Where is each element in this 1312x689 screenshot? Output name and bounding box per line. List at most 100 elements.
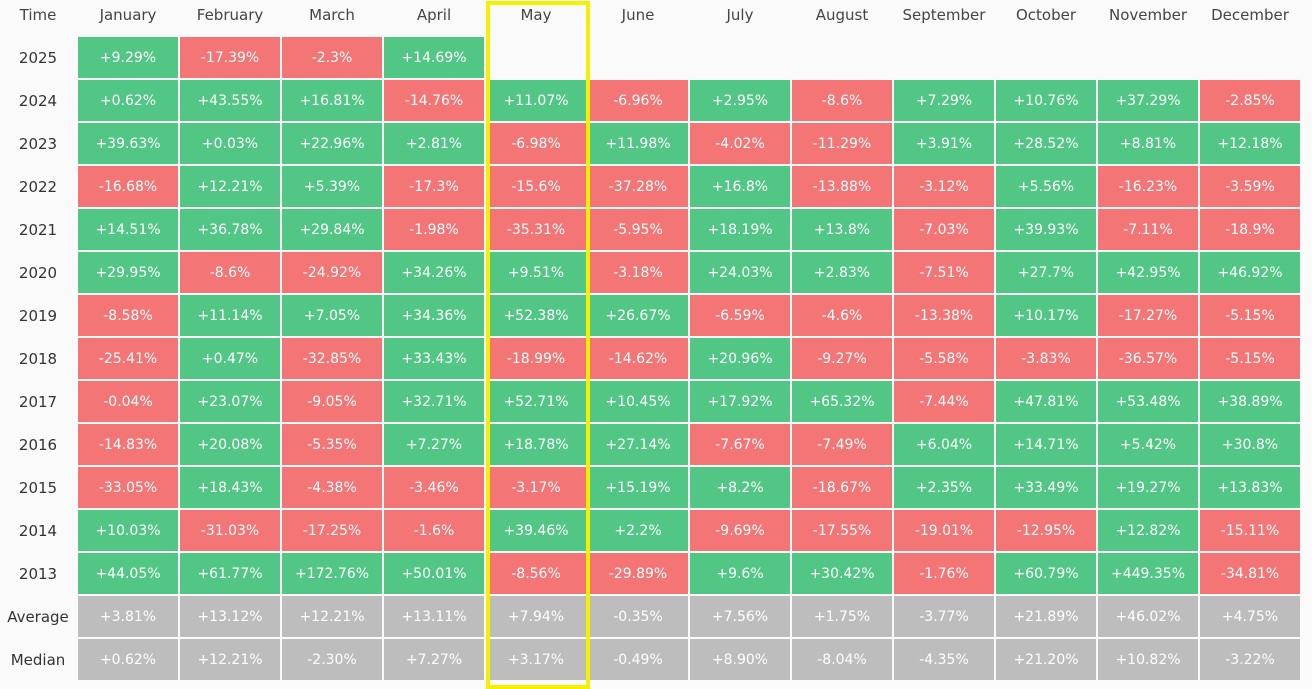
return-cell: +10.03% [78, 510, 178, 551]
return-cell: +5.39% [282, 166, 382, 207]
return-cell: +6.04% [894, 424, 994, 465]
column-header: Time [19, 6, 57, 24]
return-cell: -2.85% [1200, 80, 1300, 121]
return-cell: -3.59% [1200, 166, 1300, 207]
row-label: 2013 [18, 564, 58, 583]
return-cell: +2.35% [894, 467, 994, 508]
return-cell: +5.42% [1098, 424, 1198, 465]
row-label: Average [7, 607, 69, 626]
return-cell: +10.17% [996, 295, 1096, 336]
return-cell: +27.14% [588, 424, 688, 465]
return-cell: -3.18% [588, 252, 688, 293]
return-cell: +50.01% [384, 553, 484, 594]
return-cell: +14.71% [996, 424, 1096, 465]
return-cell: +39.93% [996, 209, 1096, 250]
return-cell: +0.47% [180, 338, 280, 379]
return-cell: +29.84% [282, 209, 382, 250]
return-cell: -14.83% [78, 424, 178, 465]
summary-cell: +21.89% [996, 596, 1096, 637]
return-cell: -18.67% [792, 467, 892, 508]
return-cell: -6.59% [690, 295, 790, 336]
summary-cell: +3.81% [78, 596, 178, 637]
return-cell: +23.07% [180, 381, 280, 422]
row-label: 2022 [18, 177, 58, 196]
summary-cell: +7.94% [486, 596, 586, 637]
row-label: 2017 [18, 392, 58, 411]
return-cell: +2.81% [384, 123, 484, 164]
column-header: September [902, 6, 986, 24]
return-cell: +43.55% [180, 80, 280, 121]
return-cell: +13.83% [1200, 467, 1300, 508]
return-cell: +14.69% [384, 37, 484, 78]
row-label: 2025 [18, 48, 58, 67]
return-cell: +3.91% [894, 123, 994, 164]
return-cell: +10.76% [996, 80, 1096, 121]
row-label: Median [10, 650, 66, 669]
return-cell: -2.3% [282, 37, 382, 78]
return-cell: -6.96% [588, 80, 688, 121]
row-label: 2018 [18, 349, 58, 368]
return-cell: -13.38% [894, 295, 994, 336]
return-cell: +15.19% [588, 467, 688, 508]
return-cell: -6.98% [486, 123, 586, 164]
return-cell: +37.29% [1098, 80, 1198, 121]
return-cell: -7.49% [792, 424, 892, 465]
return-cell: +11.98% [588, 123, 688, 164]
summary-cell: +7.56% [690, 596, 790, 637]
return-cell: +20.96% [690, 338, 790, 379]
row-label: 2023 [18, 134, 58, 153]
return-cell: +19.27% [1098, 467, 1198, 508]
return-cell: -7.44% [894, 381, 994, 422]
return-cell: +0.03% [180, 123, 280, 164]
row-label: 2020 [18, 263, 58, 282]
return-cell: -25.41% [78, 338, 178, 379]
summary-cell: +13.11% [384, 596, 484, 637]
return-cell: +5.56% [996, 166, 1096, 207]
summary-cell: +13.12% [180, 596, 280, 637]
summary-cell: +8.90% [690, 639, 790, 680]
return-cell: +61.77% [180, 553, 280, 594]
return-cell: -8.6% [180, 252, 280, 293]
return-cell: +34.26% [384, 252, 484, 293]
return-cell: -13.88% [792, 166, 892, 207]
summary-cell: +21.20% [996, 639, 1096, 680]
return-cell: +30.8% [1200, 424, 1300, 465]
return-cell: +32.71% [384, 381, 484, 422]
summary-cell: +1.75% [792, 596, 892, 637]
return-cell: +13.8% [792, 209, 892, 250]
return-cell: -37.28% [588, 166, 688, 207]
return-cell: +60.79% [996, 553, 1096, 594]
return-cell: -9.69% [690, 510, 790, 551]
return-cell: +17.92% [690, 381, 790, 422]
return-cell: +7.05% [282, 295, 382, 336]
return-cell: +53.48% [1098, 381, 1198, 422]
return-cell: +12.21% [180, 166, 280, 207]
column-header: February [196, 6, 264, 24]
return-cell: +9.6% [690, 553, 790, 594]
return-cell: -11.29% [792, 123, 892, 164]
return-cell: +26.67% [588, 295, 688, 336]
return-cell: -34.81% [1200, 553, 1300, 594]
return-cell: -0.04% [78, 381, 178, 422]
column-header: December [1211, 6, 1289, 24]
return-cell: +9.51% [486, 252, 586, 293]
return-cell: +12.18% [1200, 123, 1300, 164]
return-cell: +39.46% [486, 510, 586, 551]
return-cell: +30.42% [792, 553, 892, 594]
return-cell: -17.39% [180, 37, 280, 78]
return-cell: +8.81% [1098, 123, 1198, 164]
return-cell: +2.83% [792, 252, 892, 293]
return-cell: -5.15% [1200, 338, 1300, 379]
return-cell: +11.07% [486, 80, 586, 121]
return-cell: -8.58% [78, 295, 178, 336]
return-cell: +29.95% [78, 252, 178, 293]
return-cell: +42.95% [1098, 252, 1198, 293]
return-cell: -12.95% [996, 510, 1096, 551]
summary-cell: -8.04% [792, 639, 892, 680]
summary-cell: -0.49% [588, 639, 688, 680]
summary-cell: +0.62% [78, 639, 178, 680]
return-cell: -7.03% [894, 209, 994, 250]
return-cell: -1.6% [384, 510, 484, 551]
